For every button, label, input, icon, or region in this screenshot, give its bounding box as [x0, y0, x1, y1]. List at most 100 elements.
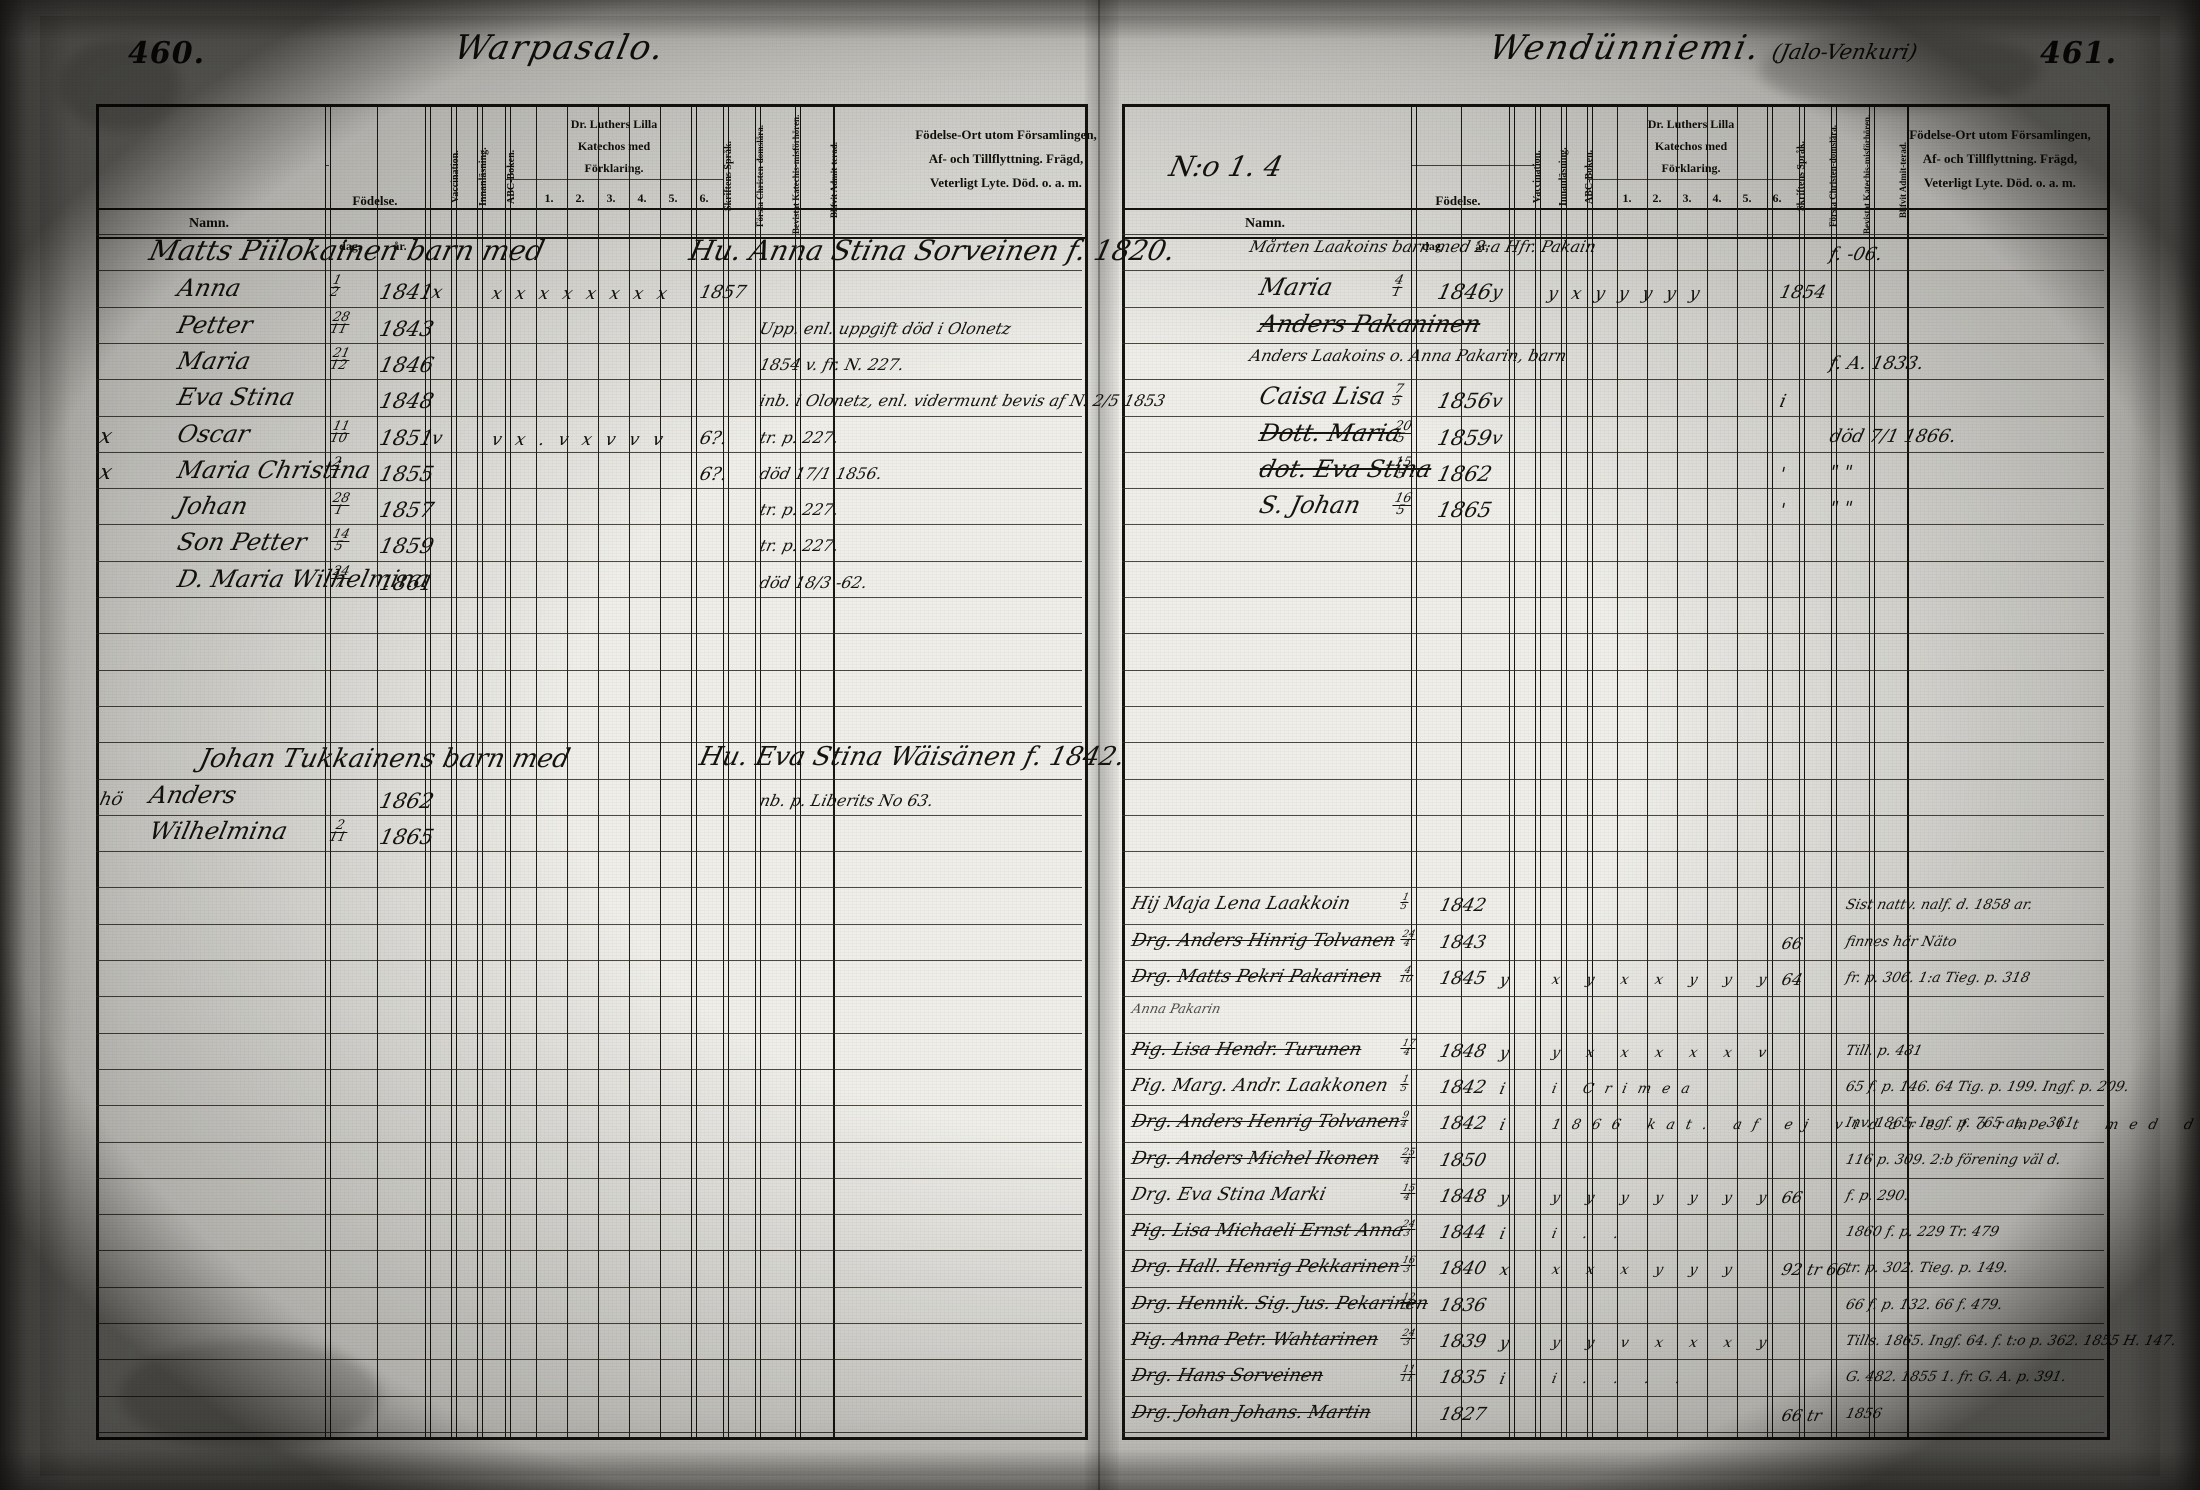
rcol-rule-k3: [1677, 107, 1678, 1437]
row-rule: [1122, 1287, 2104, 1288]
row-rule: [96, 1432, 1082, 1433]
entry-name: Eva Stina: [174, 383, 298, 412]
remarks: död 7/1 1866.: [1827, 425, 1959, 447]
katechism-marks: i Crimea: [1550, 1080, 1703, 1097]
gutter-fold-line: [1098, 0, 1100, 1490]
right-page-title-text: Wendünniemi.: [1485, 28, 1765, 68]
birth-year: 1841: [377, 280, 437, 305]
remarks: Tills. 1865. Ingf. 64. f. t:o p. 362. 18…: [1844, 1333, 2178, 1349]
col-rule-k6: [691, 107, 697, 1437]
rcol-rule-k4: [1707, 107, 1708, 1437]
col-rule-innan: [477, 107, 483, 1437]
entry-name: Anders Laakoins o. Anna Pakarin, barn: [1247, 345, 1569, 365]
birth-year: 1862: [1435, 461, 1495, 486]
header-kat-4-left: 4.: [637, 191, 647, 205]
birth-year: 1842: [1437, 1076, 1489, 1098]
birth-year: 1843: [377, 316, 437, 341]
row-rule: [96, 1323, 1082, 1324]
remarks: död 17/1 1856.: [757, 463, 885, 483]
row-rule: [96, 488, 1082, 489]
row-rule: [1122, 307, 2104, 308]
rcol-rule-k6: [1767, 107, 1773, 1437]
row-rule: [1122, 742, 2104, 743]
admitted-year: 6?.: [697, 427, 730, 449]
header-kat-1-right: 1.: [1622, 191, 1632, 205]
rcol-rule-sprak: [1799, 107, 1805, 1437]
row-rule: [96, 887, 1082, 888]
rcol-rule-namn: [1411, 107, 1417, 1437]
remarks: 1860 f. p. 229 Tr. 479: [1844, 1224, 2001, 1241]
birth-year: 1840: [1437, 1258, 1489, 1280]
row-rule: [1122, 270, 2104, 271]
row-rule: [1122, 1033, 2104, 1034]
entry-name: Drg. Anders Henrig Tolvanen: [1129, 1111, 1403, 1133]
row-rule: [1122, 524, 2104, 525]
col-rule-forsta: [755, 107, 761, 1437]
header-katechism-l3-left: Förklaring.: [584, 161, 644, 175]
header-katechism-l2-right: Katechos med: [1654, 139, 1728, 153]
right-register-table: [1122, 104, 2110, 1440]
left-register-table: [96, 104, 1088, 1440]
row-rule: [96, 416, 1082, 417]
entry-name: Matts Piilokainen barn med: [146, 234, 548, 267]
header-skriftens-sprak-right: Skriftens Språk.: [1796, 141, 1807, 212]
remarks: G. 482. 1855 1. fr. G. A. p. 391.: [1844, 1369, 2068, 1386]
entry-name: Pig. Anna Petr. Wahtarinen: [1129, 1329, 1381, 1350]
header-kat-5-right: 5.: [1742, 191, 1752, 205]
remarks: 65 f. p. 146. 64 Tig. p. 199. Ingf. p. 2…: [1844, 1078, 2131, 1095]
header-notes-l2-right: Af- och Tillflyttning. Frägd,: [1922, 151, 2078, 166]
birth-year: 1836: [1437, 1294, 1489, 1316]
left-body-top-rule: [99, 237, 1085, 239]
remarks: Upp. enl. uppgift död i Olonetz: [757, 318, 1013, 338]
row-rule: [1122, 633, 2104, 634]
birth-year: 1843: [1437, 931, 1489, 953]
entry-name: Dott. Maria: [1256, 418, 1404, 447]
entry-name: S. Johan: [1256, 491, 1364, 520]
col-rule-k3: [598, 107, 599, 1437]
paper-sheet: [40, 16, 2160, 1476]
birth-year: 1842: [1437, 1113, 1489, 1135]
right-header-rule: [1125, 208, 2107, 210]
remarks: död 18/3 -62.: [757, 572, 870, 592]
book-gutter: [1085, 0, 1119, 1490]
row-rule: [1122, 1250, 2104, 1251]
entry-name: Wilhelmina: [146, 816, 291, 845]
header-forsta-christendom-right: Första Christen-domslära.: [1828, 125, 1838, 227]
katechism-marks: i . . . .: [1550, 1371, 1693, 1388]
admitted-year: 66: [1779, 933, 1805, 953]
admitted-year: 66 tr: [1779, 1405, 1824, 1425]
header-notes-l1-left: Födelse-Ort utom Församlingen,: [915, 127, 1097, 142]
header-kat-1-left: 1.: [544, 191, 554, 205]
entry-name: Johan Tukkainens barn med: [196, 744, 573, 775]
row-rule: [96, 1287, 1082, 1288]
right-page-title: Wendünniemi. (Jalo-Venkuri): [1486, 28, 1922, 68]
left-page-number: 460.: [128, 36, 206, 71]
entry-name: Drg. Eva Stina Marki: [1129, 1183, 1328, 1205]
entry-name: Anders Pakaninen: [1256, 309, 1484, 338]
header-fodelse-right: Födelse.: [1435, 193, 1481, 208]
entry-name: Drg. Johan Johans. Martin: [1129, 1401, 1374, 1423]
col-rule-k2: [567, 107, 568, 1437]
row-rule: [96, 1033, 1082, 1034]
header-katechism-l1-right: Dr. Luthers Lilla: [1647, 117, 1735, 131]
entry-name: Hij Maja Lena Laakkoin: [1129, 893, 1353, 915]
header-ar-right: år.: [1475, 239, 1489, 253]
row-rule: [1122, 561, 2104, 562]
birth-year: 1851: [377, 425, 437, 450]
row-mark: hö: [97, 788, 125, 810]
entry-name: Anna: [174, 274, 244, 303]
header-kat-5-left: 5.: [668, 191, 678, 205]
row-rule: [1122, 815, 2104, 816]
header-innanlasning-left: Innanläsning.: [478, 147, 489, 207]
row-rule: [96, 1178, 1082, 1179]
remarks: fr. p. 306. 1:a Tieg. p. 318: [1844, 970, 2032, 986]
birth-year: 1859: [377, 534, 437, 559]
admitted-year: 6?.: [697, 463, 730, 485]
col-rule-bevistat: [795, 107, 801, 1437]
remarks: tr. p. 227.: [757, 427, 841, 447]
katechism-marks: yxyyyyy: [1545, 284, 1716, 305]
right-page-title-suffix: (Jalo-Venkuri): [1769, 40, 1920, 64]
header-dag-right: dag.: [1422, 239, 1444, 253]
entry-name: Drg. Anders Hinrig Tolvanen: [1129, 929, 1398, 951]
